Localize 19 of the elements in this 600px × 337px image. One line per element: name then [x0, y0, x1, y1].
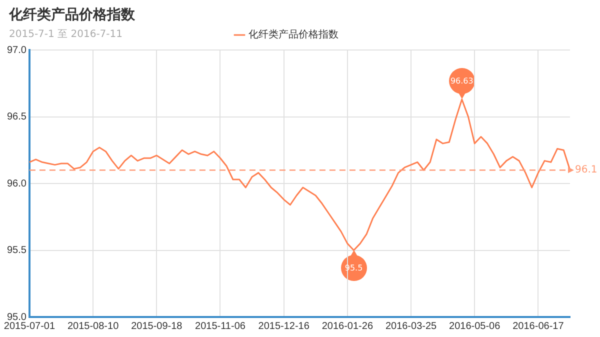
y-tick-label: 96.0: [6, 178, 27, 190]
x-tick-label: 2016-01-26: [322, 320, 374, 332]
y-tick-label: 97.0: [6, 44, 27, 56]
x-tick-label: 2015-12-16: [258, 320, 310, 332]
x-tick-label: 2015-07-01: [4, 320, 56, 332]
x-tick-label: 2015-08-10: [67, 320, 120, 332]
ref-line-label: 96.1: [575, 164, 598, 176]
legend-label: 化纤类产品价格指数: [248, 28, 338, 41]
y-tick-label: 96.5: [6, 112, 27, 122]
y-tick-label: 95.5: [6, 245, 27, 256]
x-tick-label: 2015-09-18: [131, 320, 183, 332]
data-label: 96.63: [450, 76, 474, 86]
chart-title: 化纤类产品价格指数: [9, 6, 135, 24]
y-tick-label: 95.0: [6, 312, 27, 323]
x-tick-label: 2016-03-25: [385, 320, 438, 332]
x-tick-label: 2015-11-06: [195, 320, 246, 332]
x-tick-label: 2016-05-06: [449, 320, 501, 332]
x-tick-label: 2016-06-17: [512, 320, 564, 332]
chart-subtitle: 2015-7-1 至 2016-7-11: [9, 28, 123, 41]
